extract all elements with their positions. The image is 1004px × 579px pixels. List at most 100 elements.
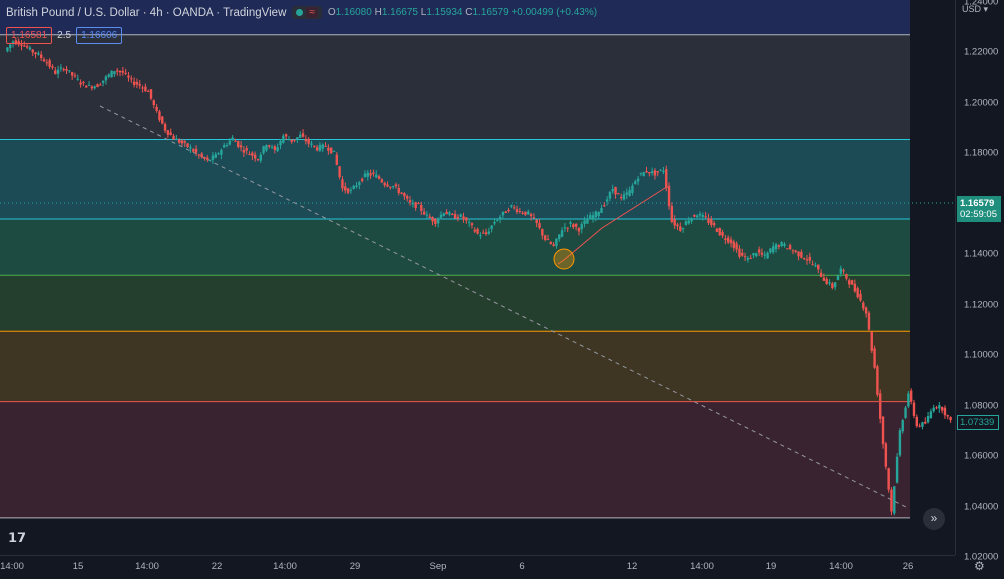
candle-body: [510, 205, 513, 207]
candle-body: [529, 214, 533, 217]
candle-body: [572, 224, 575, 228]
candle-body: [808, 256, 812, 261]
candle-body: [56, 69, 60, 74]
candle-body: [501, 211, 505, 216]
candle-body: [293, 139, 296, 141]
gear-icon[interactable]: ⚙: [974, 559, 985, 573]
candle-body: [214, 154, 217, 158]
candle-body: [757, 249, 761, 253]
fib-band: [0, 331, 910, 402]
candle-body: [884, 443, 888, 467]
candle-body: [265, 145, 268, 151]
candle-body: [118, 70, 122, 73]
candle-body: [681, 228, 685, 230]
time-axis[interactable]: 14:00 15 14:00 22 14:00 29 Sep 6 12 14:00 19 14:00 2…: [0, 555, 955, 579]
candle-body: [161, 116, 164, 124]
candle-body: [619, 197, 623, 199]
candle-body: [391, 186, 395, 188]
candle-body: [287, 139, 291, 141]
time-tick-label: 14:00: [0, 561, 24, 572]
candle-body: [856, 288, 859, 298]
candle-body: [611, 189, 614, 192]
candle-body: [456, 216, 460, 219]
candle-body: [51, 66, 54, 68]
candle-body: [586, 218, 589, 224]
candle-body: [315, 147, 319, 151]
candle-body: [760, 252, 764, 255]
candle-body: [403, 193, 406, 197]
candle-body: [37, 53, 40, 55]
bar-countdown: 02:59:05: [960, 209, 997, 220]
candle-body: [327, 147, 330, 151]
candle-body: [9, 44, 12, 49]
fib-band: [0, 275, 910, 332]
candle-body: [268, 145, 271, 147]
candle-body: [791, 250, 795, 252]
candle-body: [459, 214, 462, 217]
candle-body: [465, 217, 468, 221]
candle-body: [569, 222, 572, 224]
candle-body: [949, 417, 952, 421]
candle-body: [146, 90, 150, 92]
candle-body: [817, 264, 820, 270]
candle-body: [583, 220, 586, 224]
candle-body: [653, 170, 657, 176]
candle-body: [687, 220, 690, 224]
candle-body: [138, 83, 141, 86]
candle-body: [68, 70, 71, 72]
candle-body: [701, 215, 705, 218]
candle-body: [45, 62, 49, 64]
candle-body: [721, 231, 724, 236]
candle-body: [518, 211, 522, 213]
sell-button[interactable]: 1.16581: [6, 27, 53, 44]
candle-body: [772, 246, 775, 253]
time-tick-label: 22: [211, 561, 223, 572]
candle-body: [574, 223, 578, 227]
candle-body: [543, 235, 547, 240]
candle-body: [360, 178, 364, 182]
candle-body: [259, 154, 263, 161]
candle-body: [763, 254, 766, 256]
candle-body: [335, 154, 339, 165]
price-tick-label: 1.12000: [964, 299, 999, 311]
buy-button[interactable]: 1.16606: [76, 27, 123, 44]
candle-body: [479, 235, 482, 237]
horizontal-line-label: 1.07339: [957, 415, 999, 430]
candle-body: [639, 172, 643, 175]
candle-body: [206, 157, 209, 160]
candle-body: [23, 45, 26, 47]
candle-body: [341, 179, 344, 189]
time-tick-label: 15: [72, 561, 84, 572]
price-change: +0.00499 (+0.43%): [511, 7, 598, 18]
candle-body: [603, 205, 606, 207]
candle-body: [704, 216, 707, 218]
candle-body: [907, 393, 910, 407]
candle-body: [802, 258, 806, 260]
candle-body: [163, 124, 167, 131]
candle-body: [805, 259, 809, 261]
tradingview-logo-icon[interactable]: 𝟭𝟳: [8, 530, 27, 545]
candle-body: [493, 221, 496, 224]
candle-body: [186, 143, 189, 148]
candle-body: [614, 186, 617, 195]
currency-selector[interactable]: USD ▾: [962, 4, 989, 14]
candle-body: [228, 140, 232, 145]
candle-body: [695, 215, 699, 218]
candle-body: [831, 283, 834, 289]
candle-body: [189, 147, 192, 149]
candle-body: [99, 84, 102, 86]
fib-band: [0, 0, 910, 35]
status-toggle[interactable]: ≈: [292, 6, 322, 19]
candle-body: [788, 245, 792, 250]
candle-body: [59, 67, 63, 69]
candle-body: [313, 145, 316, 147]
price-axis[interactable]: 1.240001.220001.200001.180001.160001.140…: [955, 0, 1004, 563]
candle-body: [231, 137, 234, 141]
candle-body: [743, 256, 747, 258]
symbol-title[interactable]: British Pound / U.S. Dollar · 4h · OANDA…: [6, 6, 287, 19]
price-chart[interactable]: [0, 0, 955, 555]
time-tick-label: 12: [626, 561, 638, 572]
candle-body: [879, 393, 882, 419]
fib-band: [0, 218, 910, 276]
double-chevron-right-icon[interactable]: »: [923, 508, 945, 530]
